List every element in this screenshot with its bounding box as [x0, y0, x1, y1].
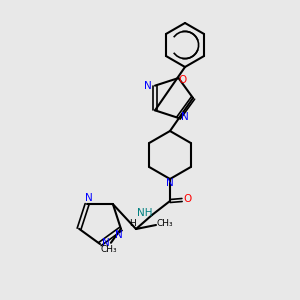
- Text: O: O: [178, 75, 187, 85]
- Text: N: N: [85, 193, 93, 203]
- Text: CH₃: CH₃: [100, 245, 117, 254]
- Text: N: N: [115, 230, 123, 240]
- Text: N: N: [181, 112, 188, 122]
- Text: O: O: [184, 194, 192, 204]
- Text: NH: NH: [137, 208, 153, 218]
- Text: N: N: [144, 81, 152, 91]
- Text: CH₃: CH₃: [157, 220, 173, 229]
- Text: N: N: [102, 238, 110, 248]
- Text: H: H: [129, 220, 135, 229]
- Text: N: N: [166, 178, 174, 188]
